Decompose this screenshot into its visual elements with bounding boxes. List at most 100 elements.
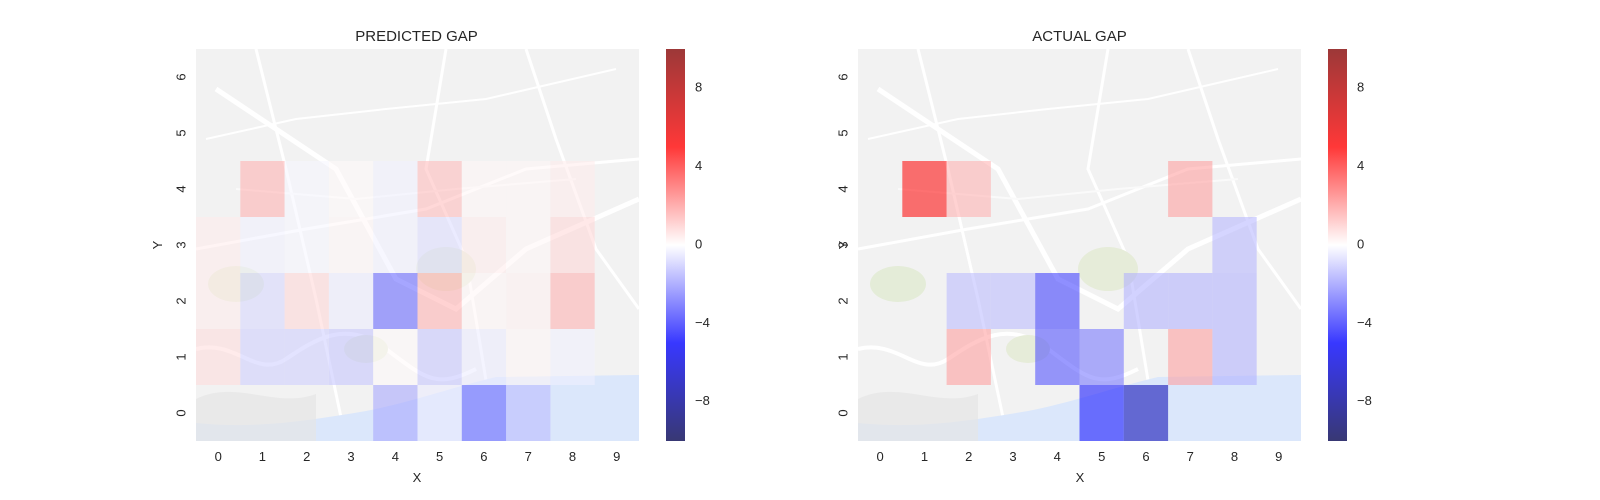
x-tick-label: 9 [1275,449,1282,464]
colorbar-tick-label: 0 [695,236,702,251]
heatmap-cell-x4-y2 [1035,273,1080,329]
heatmap-cell-x3-y4 [328,161,374,217]
heatmap-cell-x6-y2 [461,273,507,329]
heatmap-cell-x1-y4 [240,161,285,217]
heatmap-cell-x4-y0 [373,385,418,441]
colorbar-ticks: −8 −4 0 4 8 [695,80,710,409]
x-tick-label: 5 [1098,449,1105,464]
heatmap-cell-x5-y0 [1079,385,1124,441]
y-tick-label: 0 [835,409,850,416]
heatmap-cell-x6-y2 [1123,273,1169,329]
x-tick-label: 6 [480,449,487,464]
heatmap-cell-x1-y3 [240,217,285,273]
heatmap-cell-x6-y0 [1123,385,1169,441]
heatmap-cell-x7-y2 [506,273,551,329]
x-tick-label: 3 [347,449,354,464]
y-tick-label: 4 [835,185,850,192]
y-axis-label: Y [150,240,165,249]
heatmap-cell-x8-y2 [1212,273,1257,329]
x-tick-label: 3 [1009,449,1016,464]
heatmap-cell-x6-y4 [461,161,507,217]
y-tick-label: 3 [835,241,850,248]
x-tick-label: 4 [392,449,399,464]
x-tick-label: 8 [1231,449,1238,464]
x-axis-label: X [413,470,422,485]
colorbar-tick-label: 8 [1357,80,1364,95]
x-tick-label: 1 [921,449,928,464]
heatmap-cell-x0-y3 [196,217,241,273]
colorbar-tick-label: −8 [695,393,710,408]
heatmap-cell-x3-y2 [990,273,1036,329]
heatmap-cell-x8-y4 [550,161,595,217]
heatmap-cell-x7-y3 [506,217,551,273]
heatmap-cell-x7-y1 [1168,329,1213,385]
heatmap-cell-x4-y1 [373,329,418,385]
colorbar-tick-label: 4 [1357,158,1364,173]
heatmap-cell-x2-y1 [946,329,991,385]
chart-title: PREDICTED GAP [355,28,478,45]
heatmap-cell-x7-y0 [506,385,551,441]
colorbar-tick-label: −4 [1357,315,1372,330]
heatmap-cell-x8-y1 [550,329,595,385]
x-tick-label: 7 [525,449,532,464]
heatmap-cell-x6-y0 [461,385,507,441]
heatmap-cell-x4-y3 [373,217,418,273]
x-tick-label: 0 [215,449,222,464]
y-axis-label: Y [836,240,851,249]
y-tick-label: 1 [173,353,188,360]
x-tick-label: 2 [303,449,310,464]
x-axis-ticks: 0 1 2 3 4 5 6 7 8 9 [876,449,1282,464]
colorbar-ticks: −8 −4 0 4 8 [1357,80,1372,409]
x-axis-ticks: 0 1 2 3 4 5 6 7 8 9 [215,449,621,464]
x-tick-label: 9 [613,449,620,464]
y-axis-ticks: 0 1 2 3 4 5 6 [835,73,850,416]
heatmap-cell-x5-y1 [417,329,462,385]
heatmap-cells [196,161,595,441]
heatmap-cell-x2-y2 [284,273,329,329]
heatmap-cell-x3-y2 [328,273,374,329]
y-axis-ticks: 0 1 2 3 4 5 6 [173,73,188,416]
heatmap-cell-x8-y2 [550,273,595,329]
heatmap-cell-x2-y4 [284,161,329,217]
heatmap-cell-x8-y1 [1212,329,1257,385]
heatmap-cell-x1-y4 [902,161,947,217]
y-tick-label: 4 [173,185,188,192]
heatmap-cell-x4-y4 [373,161,418,217]
y-tick-label: 5 [835,129,850,136]
y-tick-label: 3 [173,241,188,248]
heatmap-cell-x8-y3 [1212,217,1257,273]
y-tick-label: 5 [173,129,188,136]
heatmap-cell-x2-y4 [946,161,991,217]
heatmap-cell-x7-y2 [1168,273,1213,329]
heatmap-cell-x7-y1 [506,329,551,385]
colorbar-tick-label: 0 [1357,236,1364,251]
heatmap-cell-x2-y3 [284,217,329,273]
chart-title: ACTUAL GAP [1032,28,1126,45]
heatmap-cell-x3-y1 [328,329,374,385]
x-tick-label: 5 [436,449,443,464]
colorbar [666,49,685,441]
heatmap-cell-x6-y3 [461,217,507,273]
colorbar-tick-label: 8 [695,80,702,95]
colorbar-tick-label: −4 [695,315,710,330]
heatmap-cell-x5-y2 [417,273,462,329]
heatmap-cell-x1-y1 [240,329,285,385]
heatmap-cell-x5-y3 [417,217,462,273]
y-tick-label: 6 [835,73,850,80]
heatmap-cell-x8-y3 [550,217,595,273]
y-tick-label: 0 [173,409,188,416]
heatmap-cell-x3-y3 [328,217,374,273]
heatmap-cell-x7-y4 [506,161,551,217]
x-tick-label: 1 [259,449,266,464]
heatmap-cell-x5-y1 [1079,329,1124,385]
colorbar-tick-label: 4 [695,158,702,173]
x-tick-label: 0 [876,449,883,464]
x-tick-label: 2 [965,449,972,464]
actual-gap-panel: ACTUAL GAP 0 1 2 3 4 5 6 7 8 9 0 1 2 3 4 5 6 X Y −8 −4 0 4… [835,28,1371,485]
x-tick-label: 8 [569,449,576,464]
heatmap-cells [902,161,1257,441]
heatmap-cell-x1-y2 [240,273,285,329]
y-tick-label: 6 [173,73,188,80]
